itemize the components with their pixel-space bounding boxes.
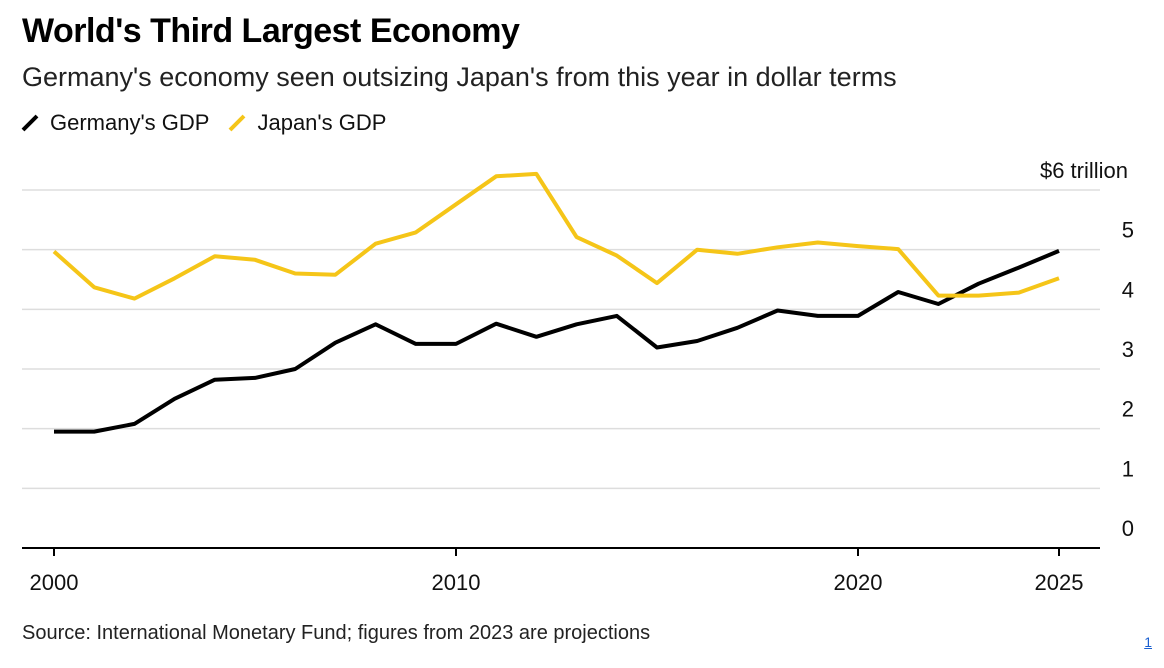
legend-label-japan: Japan's GDP (257, 110, 387, 135)
footnote-link[interactable]: 1 (1144, 634, 1152, 650)
legend-item-germany: Germany's GDP (20, 110, 209, 136)
y-tick-label-4: 4 (1122, 277, 1134, 302)
x-tick-label-2020: 2020 (834, 570, 883, 595)
chart-title: World's Third Largest Economy (22, 12, 520, 50)
x-tick-label-2000: 2000 (30, 570, 79, 595)
legend-swatch-germany (21, 114, 39, 132)
y-tick-label-3: 3 (1122, 337, 1134, 362)
y-tick-label-2: 2 (1122, 397, 1134, 422)
source-note: Source: International Monetary Fund; fig… (22, 622, 651, 644)
chart-legend: Germany's GDP Japan's GDP (20, 110, 404, 136)
y-tick-label-1: 1 (1122, 456, 1134, 481)
legend-swatch-japan (229, 114, 246, 132)
legend-label-germany: Germany's GDP (50, 110, 210, 135)
y-tick-label-5: 5 (1122, 218, 1134, 243)
x-tick-label-2010: 2010 (432, 570, 481, 595)
y-tick-label-0: 0 (1122, 516, 1134, 541)
legend-item-japan: Japan's GDP (227, 110, 386, 136)
y-tick-label-6: $6 trillion (1040, 158, 1128, 183)
series-line-germany (54, 249, 1060, 434)
chart-subtitle: Germany's economy seen outsizing Japan's… (22, 62, 897, 92)
x-tick-label-2025: 2025 (1035, 570, 1084, 595)
series-line-japan (52, 171, 1060, 301)
